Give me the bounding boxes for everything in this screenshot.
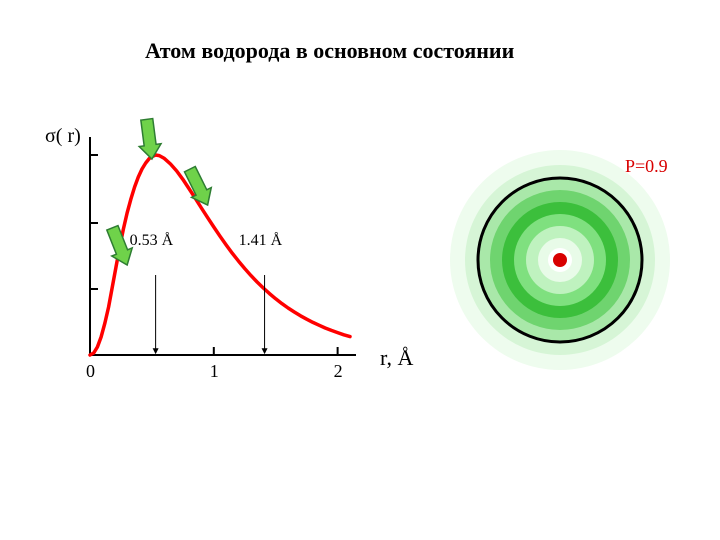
nucleus — [553, 253, 567, 267]
figure-canvas: 0 1 2 r, Å 0.53 Å 1.41 Å P=0.9 — [0, 0, 720, 540]
probability-label: P=0.9 — [625, 156, 668, 176]
x-tick-label: 0 — [86, 361, 95, 381]
x-tick-label: 2 — [334, 361, 343, 381]
marker-label: 0.53 Å — [130, 231, 174, 249]
marker-label: 1.41 Å — [239, 231, 283, 249]
x-tick-label: 1 — [210, 361, 219, 381]
x-axis-label: r, Å — [380, 345, 413, 370]
